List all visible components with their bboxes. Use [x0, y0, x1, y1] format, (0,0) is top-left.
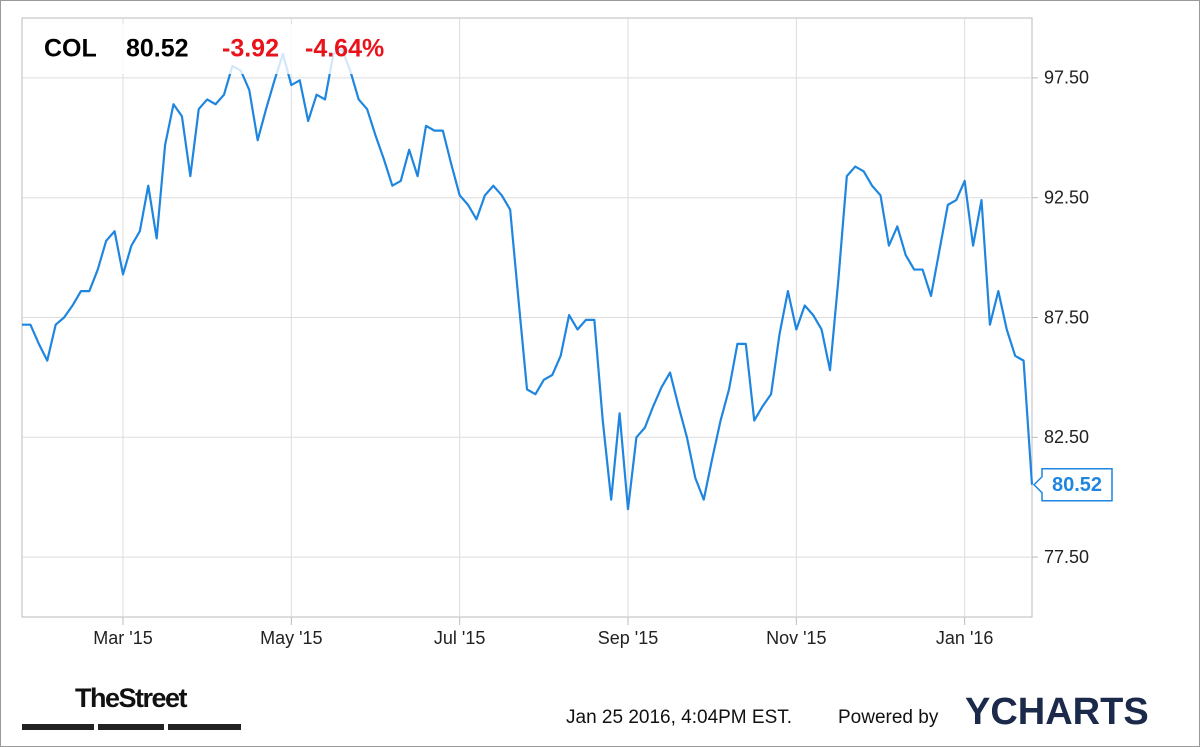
- change: -3.92: [222, 35, 279, 63]
- ticker: COL: [44, 35, 97, 63]
- thestreet-logo: TheStreet: [22, 683, 241, 730]
- change-percent: -4.64%: [305, 35, 384, 63]
- price: 80.52: [126, 35, 189, 63]
- brand: YCHARTS: [965, 691, 1149, 733]
- x-tick-label: Nov '15: [766, 628, 826, 648]
- label-box: [1032, 467, 1113, 502]
- timestamp: Jan 25 2016, 4:04PM EST.: [566, 707, 792, 728]
- y-tick-label: 92.50: [1044, 187, 1089, 207]
- logo-bar: [168, 724, 241, 730]
- x-tick-label: Mar '15: [93, 628, 152, 648]
- powered-by: Powered by: [838, 707, 939, 728]
- x-tick-label: Jan '16: [936, 628, 993, 648]
- price-line: [22, 48, 1034, 511]
- x-tick-label: Jul '15: [434, 628, 485, 648]
- x-tick-label: May '15: [260, 628, 322, 648]
- y-tick-label: 87.50: [1044, 307, 1089, 327]
- publisher: TheStreet: [75, 683, 188, 713]
- last-value: 80.52: [1052, 474, 1102, 496]
- logo-bar: [98, 724, 164, 730]
- last-value-label: 80.52: [1032, 467, 1113, 502]
- logo-bar: [22, 724, 94, 730]
- header-box: [26, 24, 420, 74]
- y-tick-label: 97.50: [1044, 68, 1089, 88]
- y-tick-label: 82.50: [1044, 427, 1089, 447]
- x-tick-label: Sep '15: [598, 628, 659, 648]
- y-tick-label: 77.50: [1044, 547, 1089, 567]
